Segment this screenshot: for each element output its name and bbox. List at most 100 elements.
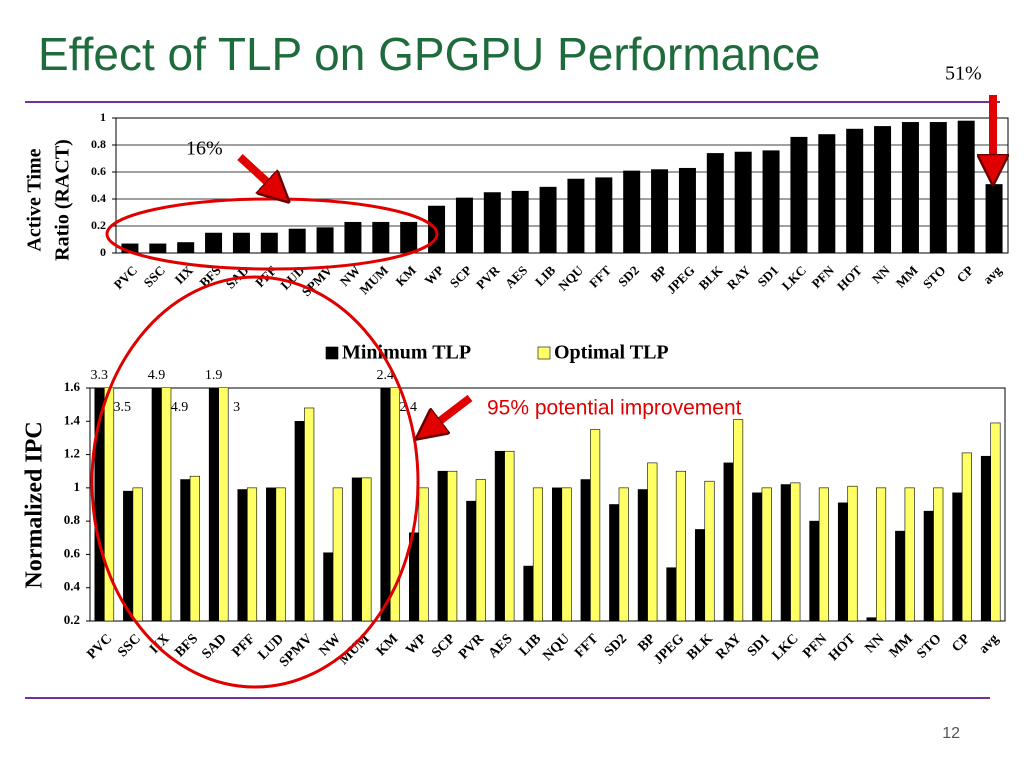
x-tick-label: SSC [141,263,168,290]
x-tick-label: AES [486,631,516,661]
bar [275,487,286,621]
charts: 0 0.2 0.4 0.6 0.8 1 Active Time Ratio (RACT) PVC… [22,63,1009,670]
bar [957,120,975,253]
bar [678,167,696,253]
x-tick-label: MUM [336,631,372,667]
x-tick-label: SD1 [745,631,773,659]
x-tick-label: PFN [809,262,838,291]
x-tick-label: HOT [826,631,859,664]
y-tick-label: 1.2 [64,446,80,461]
bar [651,169,669,253]
bar [637,489,648,621]
bar [961,452,972,621]
chart: 0 0.2 0.4 0.6 0.8 1 Active Time Ratio (RACT) PVC… [24,110,1009,299]
bar [733,419,744,621]
annotation: 16% [186,138,223,160]
bar [372,221,390,253]
bar [561,487,572,621]
y-tick-label: 0.6 [64,545,81,560]
bar [288,228,306,253]
plot-area [89,387,1006,622]
highlights [90,95,993,689]
bar [590,429,601,621]
x-tick-label: AES [502,263,530,291]
bar [266,487,277,621]
bar [895,530,906,621]
arrow [237,154,278,192]
bar [551,487,563,621]
bars [121,120,1003,253]
y-axis-label: Active Time [24,148,46,251]
legend-label: Optimal TLP [554,342,669,364]
bar [790,136,808,253]
bar [706,153,724,253]
bar [847,485,858,621]
arrow [428,394,473,430]
bar [623,170,641,253]
bar [304,407,315,621]
bar [866,617,877,621]
bar [675,470,686,621]
bar [455,197,473,253]
x-tick-label: SSC [115,631,144,660]
x-tick-label: MUM [356,263,391,298]
bar [361,477,372,621]
bar [595,177,613,253]
bar [761,487,772,621]
bar [218,388,229,621]
data-label: 3.5 [114,400,132,415]
data-label: 4.9 [171,400,189,415]
bar [149,243,167,253]
x-tick-label: WP [421,263,446,288]
bar [504,450,515,621]
bar [94,388,105,621]
bar [876,487,887,621]
bar [246,487,258,621]
y-tick-label: 0.4 [64,579,81,594]
bar [734,151,752,253]
x-tick-label: SCP [429,631,459,661]
data-label: 3.3 [91,368,109,383]
x-tick-label: NN [869,262,893,286]
bar [232,232,250,253]
bar [323,552,334,621]
bar [752,492,763,621]
x-tick-label: STO [914,631,944,661]
slide-title: Effect of TLP on GPGPU Performance [38,28,820,80]
data-label: 4.9 [148,368,166,383]
x-tick-label: JPEG [651,631,687,667]
x-tick-label: MM [887,631,916,660]
data-label: 2.4 [376,368,394,383]
bar [205,232,223,253]
y-tick-label: 1 [100,110,106,124]
bar [121,243,139,253]
bar [762,150,780,253]
x-tick-label: CP [954,263,977,286]
y-tick-label: 0.2 [64,612,80,627]
x-tick-label: PFN [800,631,830,661]
x-tick-label: KM [392,263,418,289]
bar [846,128,864,253]
x-tick-label: avg [976,631,1001,656]
bar [723,462,734,621]
x-tick-label: SD2 [602,631,630,659]
x-tick-label: FFT [572,631,602,661]
bar [952,492,963,621]
y-axis-label: Normalized IPC [22,421,48,588]
x-tick-label: BP [647,263,669,285]
x-tick-label: PVR [473,262,503,292]
x-tick-label: LIB [532,262,559,289]
annotation: 95% potential improvement [487,397,742,420]
data-label: 1.9 [205,368,223,383]
x-tick-label: RAY [724,262,754,292]
y-tick-label: 1.4 [64,412,81,427]
x-tick-label: RAY [713,631,744,662]
x-tick-label: STO [920,263,949,292]
bar [929,122,947,253]
bar [609,504,620,621]
x-tick-label: BP [635,631,659,655]
bar [380,388,391,621]
bar [494,450,505,621]
legend-swatch [537,346,551,360]
